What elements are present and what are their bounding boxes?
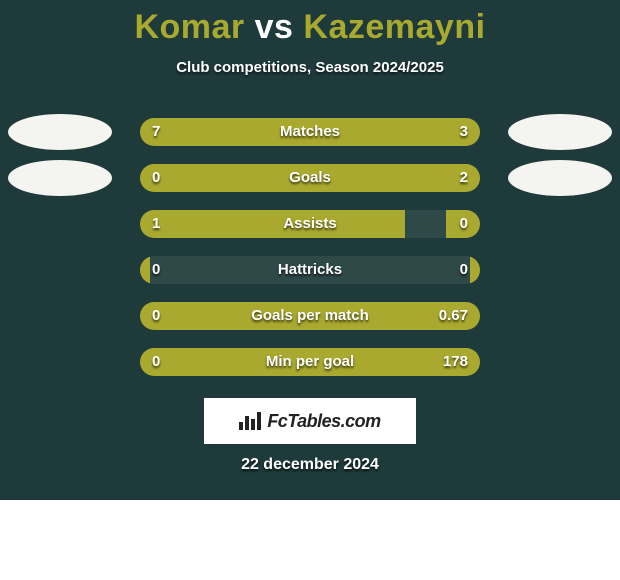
player2-avatar bbox=[508, 160, 612, 196]
stat-row: 73Matches bbox=[0, 118, 620, 146]
stat-label: Assists bbox=[140, 210, 480, 238]
player1-avatar bbox=[8, 160, 112, 196]
stat-row: 00.67Goals per match bbox=[0, 302, 620, 330]
stat-label: Min per goal bbox=[140, 348, 480, 376]
comparison-card: Komar vs Kazemayni Club competitions, Se… bbox=[0, 0, 620, 500]
stat-row: 00Hattricks bbox=[0, 256, 620, 284]
stat-row: 10Assists bbox=[0, 210, 620, 238]
stat-label: Hattricks bbox=[140, 256, 480, 284]
player2-name: Kazemayni bbox=[303, 8, 485, 46]
stat-label: Matches bbox=[140, 118, 480, 146]
source-badge-inner: FcTables.com bbox=[239, 411, 380, 432]
stat-row: 0178Min per goal bbox=[0, 348, 620, 376]
page-title: Komar vs Kazemayni bbox=[0, 0, 620, 47]
stat-row: 02Goals bbox=[0, 164, 620, 192]
source-badge-text: FcTables.com bbox=[267, 411, 380, 432]
bars-icon bbox=[239, 412, 261, 430]
player1-avatar bbox=[8, 114, 112, 150]
stat-label: Goals per match bbox=[140, 302, 480, 330]
subtitle: Club competitions, Season 2024/2025 bbox=[0, 59, 620, 76]
stat-label: Goals bbox=[140, 164, 480, 192]
player2-avatar bbox=[508, 114, 612, 150]
vs-label: vs bbox=[255, 8, 294, 46]
source-badge: FcTables.com bbox=[204, 398, 416, 444]
stats-list: 73Matches 02Goals 10Assists 00Hattricks 00.6… bbox=[0, 118, 620, 394]
date-label: 22 december 2024 bbox=[0, 456, 620, 474]
player1-name: Komar bbox=[134, 8, 244, 46]
